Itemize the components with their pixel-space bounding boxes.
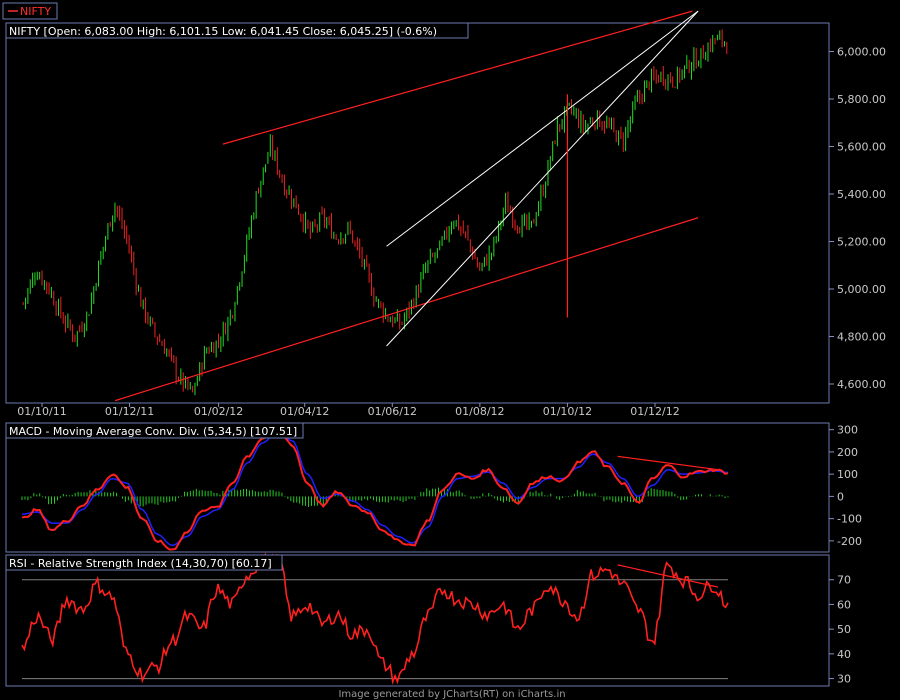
price-y-tick-label: 5,200.00 (837, 236, 886, 249)
rsi-divergence-line (617, 564, 719, 588)
price-y-tick-label: 4,600.00 (837, 378, 886, 391)
x-tick-label: 01/12/11 (105, 405, 154, 418)
macd-divergence-line (617, 455, 719, 471)
price-y-tick-label: 5,600.00 (837, 141, 886, 154)
price-y-tick-label: 5,400.00 (837, 188, 886, 201)
rsi-y-tick-label: 30 (837, 673, 851, 686)
price-y-tick-label: 4,800.00 (837, 331, 886, 344)
macd-title-box (5, 422, 304, 439)
rsi-title-box (5, 554, 283, 571)
legend-label: NIFTY (20, 5, 51, 18)
rsi-panel-title: RSI - Relative Strength Index (14,30,70)… (9, 557, 272, 570)
price-title-box (5, 22, 469, 39)
x-tick-label: 01/04/12 (280, 405, 329, 418)
macd-y-tick-label: 100 (837, 468, 858, 481)
price-x-axis: 01/10/11 01/12/11 01/02/12 01/04/12 01/06/12… (17, 403, 680, 418)
macd-lines (21, 426, 729, 551)
rsi-y-axis: 30 40 50 60 70 (829, 574, 851, 686)
footer-credit: Image generated by JCharts(RT) on iChart… (338, 689, 565, 700)
x-tick-label: 01/06/12 (368, 405, 417, 418)
x-tick-label: 01/02/12 (194, 405, 243, 418)
rsi-line (21, 552, 729, 685)
price-panel-title: NIFTY [Open: 6,083.00 High: 6,101.15 Low… (9, 25, 437, 38)
price-y-tick-label: 5,000.00 (837, 283, 886, 296)
price-y-tick-label: 6,000.00 (837, 46, 886, 59)
macd-y-tick-label: -100 (837, 513, 862, 526)
price-trendline (222, 10, 693, 145)
rsi-y-tick-label: 70 (837, 574, 851, 587)
rsi-y-tick-label: 60 (837, 598, 851, 611)
macd-y-tick-label: 300 (837, 424, 858, 437)
rsi-y-tick-label: 40 (837, 648, 851, 661)
macd-line (21, 426, 729, 551)
macd-signal-line (21, 431, 729, 547)
price-channel-line (386, 10, 699, 247)
macd-y-tick-label: -200 (837, 535, 862, 548)
macd-panel-title: MACD - Moving Average Conv. Div. (5,34,5… (9, 425, 297, 438)
price-channel-line (386, 10, 699, 347)
x-tick-label: 01/12/12 (630, 405, 679, 418)
macd-y-axis: -200 -100 0 100 200 300 (829, 424, 862, 548)
price-y-axis: 4,600.00 4,800.00 5,000.00 5,200.00 5,400.00… (829, 46, 886, 391)
price-candles (22, 29, 728, 396)
price-overlays (115, 10, 699, 402)
x-tick-label: 01/10/12 (543, 405, 592, 418)
macd-y-tick-label: 0 (837, 490, 844, 503)
price-trendline (115, 217, 699, 402)
macd-panel-frame (5, 422, 830, 553)
macd-y-tick-label: 200 (837, 446, 858, 459)
rsi-y-tick-label: 50 (837, 623, 851, 636)
x-tick-label: 01/08/12 (455, 405, 504, 418)
x-tick-label: 01/10/11 (17, 405, 66, 418)
legend-box (2, 2, 58, 20)
rsi-panel-frame (5, 554, 830, 687)
price-y-tick-label: 5,800.00 (837, 93, 886, 106)
rsi-lines (21, 552, 729, 685)
